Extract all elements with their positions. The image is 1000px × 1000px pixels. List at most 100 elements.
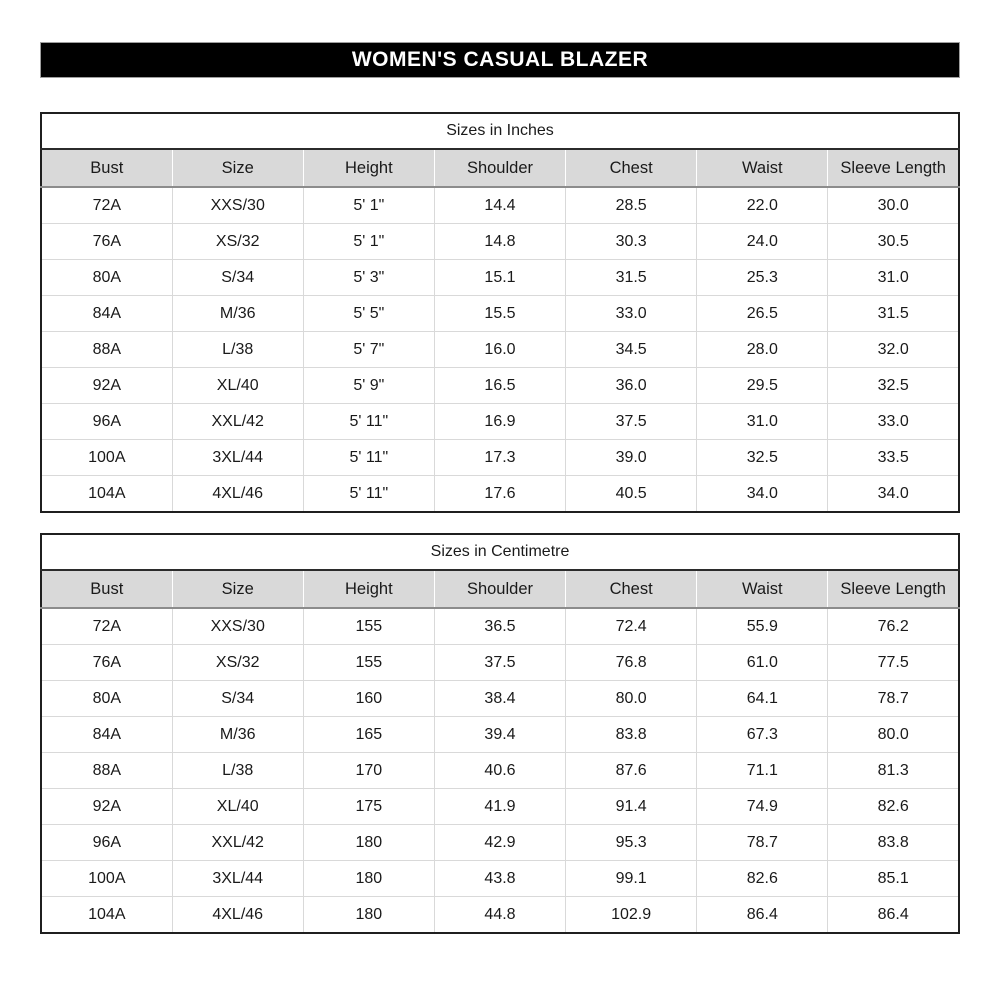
- table-cell: 5' 7": [302, 331, 435, 368]
- table-cell: 78.7: [827, 680, 959, 717]
- table-cell: 88A: [41, 331, 173, 368]
- table-cell: 29.5: [696, 367, 828, 404]
- table-cell: 31.0: [696, 403, 828, 440]
- table-cell: 180: [302, 896, 435, 933]
- table-cell: 25.3: [696, 259, 828, 296]
- table-cell: 76.2: [827, 608, 959, 645]
- table-cell: 28.0: [696, 331, 828, 368]
- table-cell: 17.6: [433, 475, 566, 512]
- table-cell: 78.7: [696, 824, 828, 861]
- table-cell: 17.3: [433, 439, 566, 476]
- table-cell: XXS/30: [171, 608, 304, 645]
- table-cell: 155: [302, 608, 435, 645]
- table-cell: 26.5: [696, 295, 828, 332]
- table-cell: 30.5: [827, 223, 959, 260]
- product-title: WOMEN'S CASUAL BLAZER: [351, 48, 649, 71]
- table-row: 80A S/34 160 38.4 80.0 64.1 78.7: [41, 680, 959, 717]
- table-cell: 16.9: [433, 403, 566, 440]
- table-cell: 5' 11": [302, 475, 435, 512]
- table-cell: 32.5: [827, 367, 959, 404]
- table-cell: 16.5: [433, 367, 566, 404]
- table-cell: XXS/30: [171, 187, 304, 224]
- column-header: Size: [171, 149, 304, 188]
- table-cell: 15.1: [433, 259, 566, 296]
- table-title: Sizes in Centimetre: [41, 534, 959, 571]
- table-cell: 40.6: [433, 752, 566, 789]
- table-cell: 5' 9": [302, 367, 435, 404]
- product-title-banner: WOMEN'S CASUAL BLAZER: [40, 42, 960, 78]
- table-cell: XS/32: [171, 644, 304, 681]
- table-title-row: Sizes in Centimetre: [41, 534, 959, 571]
- table-cell: 76A: [41, 644, 173, 681]
- table-cell: XS/32: [171, 223, 304, 260]
- table-cell: 104A: [41, 475, 173, 512]
- table-title-row: Sizes in Inches: [41, 113, 959, 150]
- table-cell: 83.8: [565, 716, 697, 753]
- table-row: 96A XXL/42 5' 11" 16.9 37.5 31.0 33.0: [41, 403, 959, 440]
- table-cell: 15.5: [433, 295, 566, 332]
- table-cell: 99.1: [565, 860, 697, 897]
- table-row: 100A 3XL/44 180 43.8 99.1 82.6 85.1: [41, 860, 959, 897]
- table-cell: 43.8: [433, 860, 566, 897]
- table-cell: 61.0: [696, 644, 828, 681]
- table-cell: 83.8: [827, 824, 959, 861]
- column-header: Waist: [696, 149, 828, 188]
- column-header: Height: [302, 570, 435, 609]
- table-cell: L/38: [171, 752, 304, 789]
- table-cell: 14.8: [433, 223, 566, 260]
- table-cell: 92A: [41, 367, 173, 404]
- table-row: 80A S/34 5' 3" 15.1 31.5 25.3 31.0: [41, 259, 959, 296]
- table-cell: 32.5: [696, 439, 828, 476]
- table-cell: 74.9: [696, 788, 828, 825]
- table-cell: 84A: [41, 295, 173, 332]
- table-cell: 64.1: [696, 680, 828, 717]
- table-cell: 77.5: [827, 644, 959, 681]
- table-row: 88A L/38 5' 7" 16.0 34.5 28.0 32.0: [41, 331, 959, 368]
- table-cell: 71.1: [696, 752, 828, 789]
- table-cell: 37.5: [565, 403, 697, 440]
- table-cell: 100A: [41, 860, 173, 897]
- table-cell: 82.6: [827, 788, 959, 825]
- table-cell: 180: [302, 824, 435, 861]
- column-header: Shoulder: [433, 570, 566, 609]
- table-cell: 80A: [41, 680, 173, 717]
- table-row: 92A XL/40 175 41.9 91.4 74.9 82.6: [41, 788, 959, 825]
- column-header: Shoulder: [433, 149, 566, 188]
- table-cell: XXL/42: [171, 824, 304, 861]
- table-cell: 5' 1": [302, 187, 435, 224]
- table-title: Sizes in Inches: [41, 113, 959, 150]
- table-cell: 32.0: [827, 331, 959, 368]
- table-cell: 160: [302, 680, 435, 717]
- table-row: 84A M/36 5' 5" 15.5 33.0 26.5 31.5: [41, 295, 959, 332]
- table-cell: 92A: [41, 788, 173, 825]
- table-cell: 165: [302, 716, 435, 753]
- table-cell: M/36: [171, 716, 304, 753]
- table-cell: 72A: [41, 187, 173, 224]
- column-header: Chest: [565, 570, 697, 609]
- table-cell: M/36: [171, 295, 304, 332]
- table-cell: 30.3: [565, 223, 697, 260]
- table-cell: S/34: [171, 259, 304, 296]
- table-cell: 155: [302, 644, 435, 681]
- table-cell: 104A: [41, 896, 173, 933]
- table-cell: 72A: [41, 608, 173, 645]
- column-header-row: Bust Size Height Shoulder Chest Waist Sleeve L…: [41, 149, 959, 188]
- table-cell: 72.4: [565, 608, 697, 645]
- column-header: Bust: [41, 149, 173, 188]
- table-cell: 36.5: [433, 608, 566, 645]
- table-cell: 34.0: [827, 475, 959, 512]
- table-cell: XL/40: [171, 788, 304, 825]
- table-cell: L/38: [171, 331, 304, 368]
- table-row: 76A XS/32 5' 1" 14.8 30.3 24.0 30.5: [41, 223, 959, 260]
- table-cell: 42.9: [433, 824, 566, 861]
- table-cell: 41.9: [433, 788, 566, 825]
- table-row: 72A XXS/30 155 36.5 72.4 55.9 76.2: [41, 608, 959, 645]
- table-cell: 96A: [41, 824, 173, 861]
- table-cell: S/34: [171, 680, 304, 717]
- table-cell: XL/40: [171, 367, 304, 404]
- table-cell: 39.0: [565, 439, 697, 476]
- table-cell: 96A: [41, 403, 173, 440]
- table-cell: 24.0: [696, 223, 828, 260]
- table-row: 100A 3XL/44 5' 11" 17.3 39.0 32.5 33.5: [41, 439, 959, 476]
- table-cell: 28.5: [565, 187, 697, 224]
